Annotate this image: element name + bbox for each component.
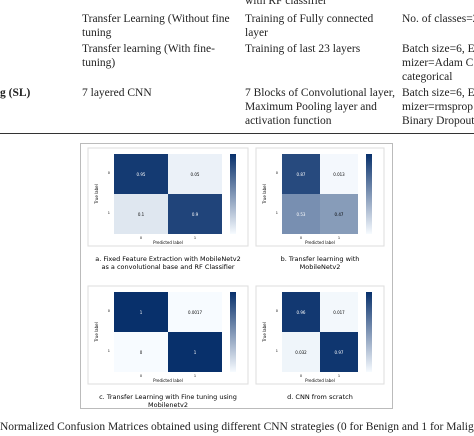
- figure-caption: Normalized Confusion Matrices obtained u…: [0, 421, 474, 433]
- table-cell-text: 7 Blocks of Convolutional layer,: [245, 87, 395, 99]
- table-cell-text: Batch size=6, E: [402, 87, 474, 99]
- y-tick-label: 0: [108, 309, 110, 313]
- matrix-cell: [320, 194, 358, 234]
- matrix-cell: [114, 154, 168, 194]
- table-cell-text: Maximum Pooling layer and: [245, 101, 377, 113]
- panel-caption: d. CNN from scratch: [287, 393, 353, 401]
- colorbar: [230, 154, 236, 234]
- matrix-cell: [282, 332, 320, 372]
- matrix-cell: [320, 332, 358, 372]
- figure-frame: [80, 143, 393, 409]
- table-cell-text: tuning): [82, 57, 116, 69]
- x-tick-label: 0: [300, 236, 302, 240]
- table-cell-text: Training of last 23 layers: [245, 43, 361, 55]
- cell-value: 0.96: [297, 310, 306, 315]
- table-cell-text: mizer=rmsprop: [402, 101, 473, 113]
- colorbar: [366, 154, 372, 234]
- cell-value: 0.97: [335, 350, 344, 355]
- matrix-cell: [320, 292, 358, 332]
- y-tick-label: 0: [276, 309, 278, 313]
- table-cell-text: Transfer learning (With fine-: [82, 43, 215, 55]
- matrix-cell: [320, 154, 358, 194]
- cell-value: 0.53: [297, 212, 306, 217]
- panel-caption: c. Transfer Learning with Fine tuning us…: [99, 393, 237, 401]
- x-tick-label: 0: [300, 374, 302, 378]
- table-cell-text: Binary Dropout: [402, 115, 474, 127]
- table-cell-text: layer: [245, 27, 268, 39]
- cell-value: 0.0017: [188, 310, 202, 315]
- cell-value: 0.017: [333, 310, 345, 315]
- x-tick-label: 1: [194, 374, 196, 378]
- cell-value: 0.95: [137, 172, 146, 177]
- cell-value: 0.87: [297, 172, 306, 177]
- cell-value: 0.1: [138, 212, 145, 217]
- table-cell-text: Transfer Learning (Without fine: [82, 13, 230, 25]
- cell-value: 0.013: [333, 172, 345, 177]
- table-cell-text: with RF classifier: [245, 0, 327, 7]
- x-tick-label: 0: [140, 374, 142, 378]
- panel-caption: b. Transfer learning with: [281, 255, 360, 263]
- colorbar: [230, 292, 236, 372]
- x-axis-label: Predicted label: [153, 378, 183, 383]
- x-tick-label: 1: [338, 374, 340, 378]
- table-cell-text: No. of classes=2: [402, 13, 474, 25]
- colorbar: [366, 292, 372, 372]
- matrix-cell: [168, 194, 222, 234]
- x-tick-label: 1: [194, 236, 196, 240]
- y-tick-label: 1: [276, 349, 278, 353]
- matrix-cell: [282, 154, 320, 194]
- y-tick-label: 1: [108, 349, 110, 353]
- table-cell-text: Training of Fully connected: [245, 13, 374, 25]
- matrix-cell: [168, 292, 222, 332]
- matrix-cell: [114, 194, 168, 234]
- panel-caption: Mobilenetv2: [148, 401, 188, 409]
- matrix-cell: [114, 292, 168, 332]
- cell-value: 0.47: [335, 212, 344, 217]
- cell-value: 1: [194, 350, 197, 355]
- panel-caption: a. Fixed Feature Extraction with MobileN…: [95, 255, 240, 263]
- y-tick-label: 1: [108, 211, 110, 215]
- matrix-cell: [282, 292, 320, 332]
- table-cell-text: categorical: [402, 71, 453, 83]
- panel-caption: as a convolutional base and RF Classifie…: [101, 263, 234, 271]
- matrix-cell: [168, 332, 222, 372]
- y-tick-label: 0: [108, 171, 110, 175]
- table-cell-text: tuning: [82, 27, 112, 39]
- x-axis-label: Predicted label: [305, 240, 335, 245]
- table-cell-text: 7 layered CNN: [82, 87, 152, 99]
- x-axis-label: Predicted label: [153, 240, 183, 245]
- cell-value: 1: [140, 310, 143, 315]
- table-cell-text: g (SL): [0, 87, 31, 99]
- y-axis-label: True label: [262, 322, 267, 342]
- panel-caption: MobileNetv2: [300, 263, 341, 271]
- matrix-cell: [282, 194, 320, 234]
- table-cell-text: Batch size=6, E: [402, 43, 474, 55]
- cell-value: 0: [140, 350, 143, 355]
- cell-value: 0.9: [192, 212, 199, 217]
- x-axis-label: Predicted label: [305, 378, 335, 383]
- table-rule: [0, 133, 474, 134]
- y-axis-label: True label: [94, 184, 99, 204]
- table-cell-text: activation function: [245, 115, 332, 127]
- matrix-cell: [168, 154, 222, 194]
- y-tick-label: 0: [276, 171, 278, 175]
- y-tick-label: 1: [276, 211, 278, 215]
- y-axis-label: True label: [262, 184, 267, 204]
- x-tick-label: 1: [338, 236, 340, 240]
- x-tick-label: 0: [140, 236, 142, 240]
- matrix-cell: [114, 332, 168, 372]
- y-axis-label: True label: [94, 322, 99, 342]
- table-cell-text: mizer=Adam C: [402, 57, 474, 69]
- cell-value: 0.032: [295, 350, 307, 355]
- cell-value: 0.05: [191, 172, 200, 177]
